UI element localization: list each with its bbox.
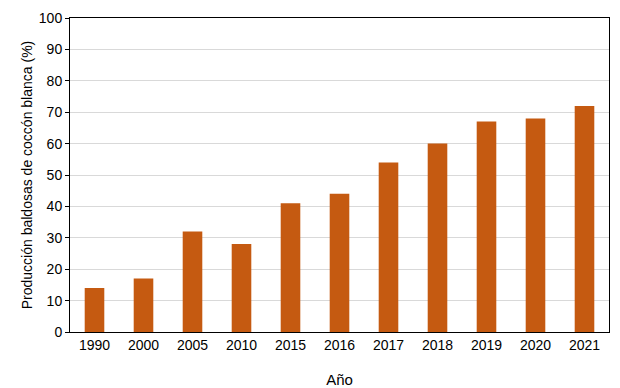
svg-text:2020: 2020 bbox=[520, 337, 551, 353]
svg-text:Año: Año bbox=[326, 371, 353, 388]
svg-text:2018: 2018 bbox=[422, 337, 453, 353]
svg-text:2019: 2019 bbox=[471, 337, 502, 353]
svg-text:60: 60 bbox=[47, 136, 63, 152]
svg-text:1990: 1990 bbox=[79, 337, 110, 353]
svg-text:2016: 2016 bbox=[324, 337, 355, 353]
svg-text:10: 10 bbox=[47, 293, 63, 309]
svg-text:20: 20 bbox=[47, 261, 63, 277]
svg-text:2015: 2015 bbox=[275, 337, 306, 353]
svg-text:2017: 2017 bbox=[373, 337, 404, 353]
svg-text:0: 0 bbox=[54, 324, 62, 340]
svg-text:40: 40 bbox=[47, 198, 63, 214]
svg-text:90: 90 bbox=[47, 41, 63, 57]
svg-text:50: 50 bbox=[47, 167, 63, 183]
svg-text:2021: 2021 bbox=[569, 337, 600, 353]
svg-text:70: 70 bbox=[47, 104, 63, 120]
svg-text:2010: 2010 bbox=[226, 337, 257, 353]
svg-text:100: 100 bbox=[39, 10, 63, 26]
svg-text:80: 80 bbox=[47, 73, 63, 89]
svg-text:2005: 2005 bbox=[177, 337, 208, 353]
svg-text:30: 30 bbox=[47, 230, 63, 246]
svg-text:2000: 2000 bbox=[128, 337, 159, 353]
svg-text:Producción baldosas de coccón: Producción baldosas de coccón blanca (%) bbox=[19, 41, 35, 310]
